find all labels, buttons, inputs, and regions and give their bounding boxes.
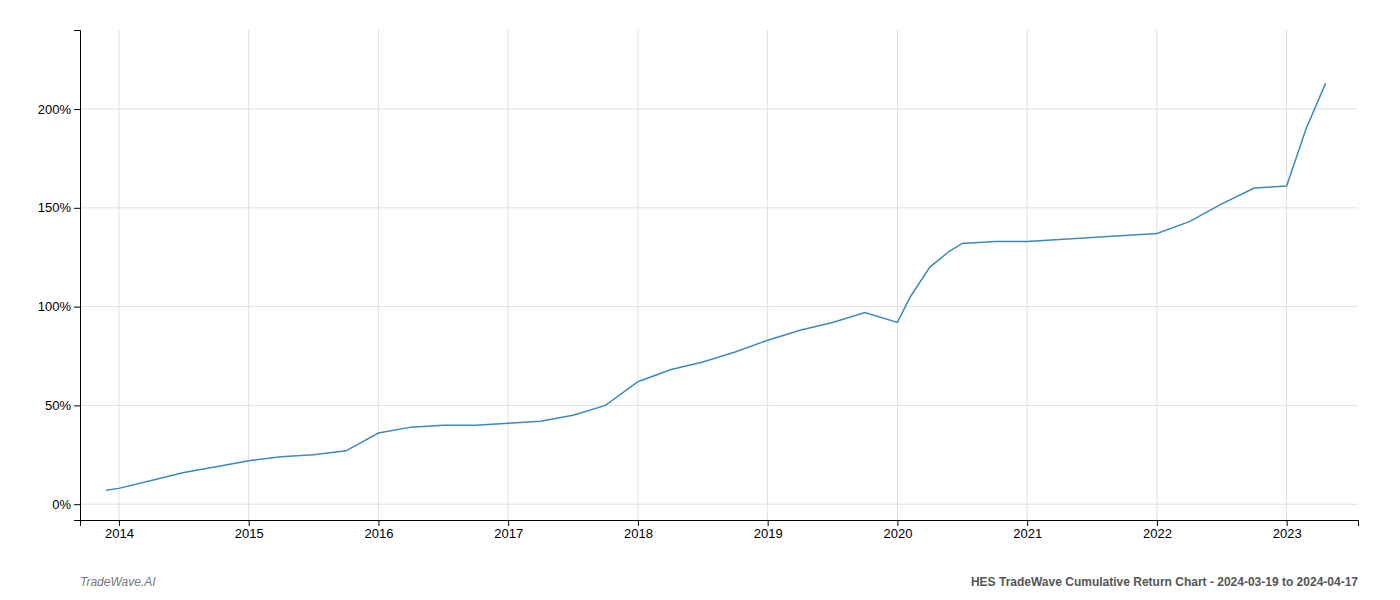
x-axis-tick-mark xyxy=(508,520,509,526)
x-axis-tick-mark xyxy=(1157,520,1158,526)
y-axis-tick-label: 0% xyxy=(52,497,71,512)
y-axis-tick: 0% xyxy=(52,497,80,512)
x-axis-tick: 2014 xyxy=(105,520,134,541)
x-axis-tick: 2020 xyxy=(883,520,912,541)
grid-line-y xyxy=(80,207,1358,208)
x-axis-tick: 2023 xyxy=(1273,520,1302,541)
grid-line-x xyxy=(767,30,768,520)
x-axis: 2014 2015 2016 2017 2018 2019 2020 2021 2022 2023 xyxy=(81,520,1359,541)
x-axis-tick-label: 2022 xyxy=(1143,526,1172,541)
grid-line-y xyxy=(80,504,1358,505)
x-axis-tick: 2022 xyxy=(1143,520,1172,541)
x-axis-tick: 2015 xyxy=(235,520,264,541)
y-axis-tick-label: 100% xyxy=(38,299,72,314)
x-axis-tick-mark xyxy=(768,520,769,526)
x-axis-tick-mark xyxy=(1027,520,1028,526)
x-axis-tick-label: 2017 xyxy=(494,526,523,541)
title: HES TradeWave Cumulative Return Chart - … xyxy=(971,575,1358,589)
y-axis: 0% 50% 100% 150% 200% xyxy=(38,31,81,521)
x-axis-tick-mark xyxy=(119,520,120,526)
y-axis-tick: 150% xyxy=(38,200,80,215)
grid-line-x xyxy=(1156,30,1157,520)
y-axis-domain xyxy=(74,31,81,521)
x-axis-tick-mark xyxy=(638,520,639,526)
x-axis-tick-label: 2018 xyxy=(624,526,653,541)
x-axis-tick-mark xyxy=(897,520,898,526)
grid-line-x xyxy=(637,30,638,520)
line xyxy=(106,83,1326,490)
grid xyxy=(80,30,1358,520)
grid-line-y xyxy=(80,306,1358,307)
x-axis-tick: 2021 xyxy=(1013,520,1042,541)
x-axis-tick-label: 2014 xyxy=(105,526,134,541)
y-axis-tick-label: 50% xyxy=(45,398,71,413)
x-axis-tick-label: 2023 xyxy=(1273,526,1302,541)
y-axis-tick-label: 150% xyxy=(38,200,72,215)
y-axis-tick: 50% xyxy=(45,398,80,413)
x-axis-tick: 2019 xyxy=(754,520,783,541)
chart: 2014 2015 2016 2017 2018 2019 2020 2021 2022 2023… xyxy=(0,0,1400,600)
x-axis-tick: 2017 xyxy=(494,520,523,541)
x-axis-tick-mark xyxy=(378,520,379,526)
x-axis-tick-label: 2020 xyxy=(883,526,912,541)
grid-line-x xyxy=(248,30,249,520)
grid-line-x xyxy=(508,30,509,520)
grid-line-x xyxy=(897,30,898,520)
y-axis-tick-mark xyxy=(74,307,80,308)
x-axis-tick-mark xyxy=(1287,520,1288,526)
x-axis-tick-mark xyxy=(249,520,250,526)
y-axis-tick: 200% xyxy=(38,102,80,117)
grid-line-x xyxy=(378,30,379,520)
y-axis-tick-mark xyxy=(74,504,80,505)
x-axis-tick-label: 2021 xyxy=(1013,526,1042,541)
y-axis-tick-mark xyxy=(74,208,80,209)
footer-text: TradeWave.AI xyxy=(80,575,156,589)
x-axis-domain xyxy=(81,521,1359,527)
y-axis-tick-mark xyxy=(74,405,80,406)
x-axis-tick-label: 2019 xyxy=(754,526,783,541)
grid-line-x xyxy=(1027,30,1028,520)
y-axis-tick-mark xyxy=(74,109,80,110)
grid-line-x xyxy=(118,30,119,520)
x-axis-tick: 2016 xyxy=(364,520,393,541)
x-axis-tick-label: 2015 xyxy=(235,526,264,541)
grid-line-x xyxy=(1286,30,1287,520)
x-axis-tick: 2018 xyxy=(624,520,653,541)
plot-area xyxy=(106,83,1326,490)
grid-line-y xyxy=(80,405,1358,406)
y-axis-tick-label: 200% xyxy=(38,102,72,117)
y-axis-tick: 100% xyxy=(38,299,80,314)
x-axis-tick-label: 2016 xyxy=(364,526,393,541)
grid-line-y xyxy=(80,109,1358,110)
